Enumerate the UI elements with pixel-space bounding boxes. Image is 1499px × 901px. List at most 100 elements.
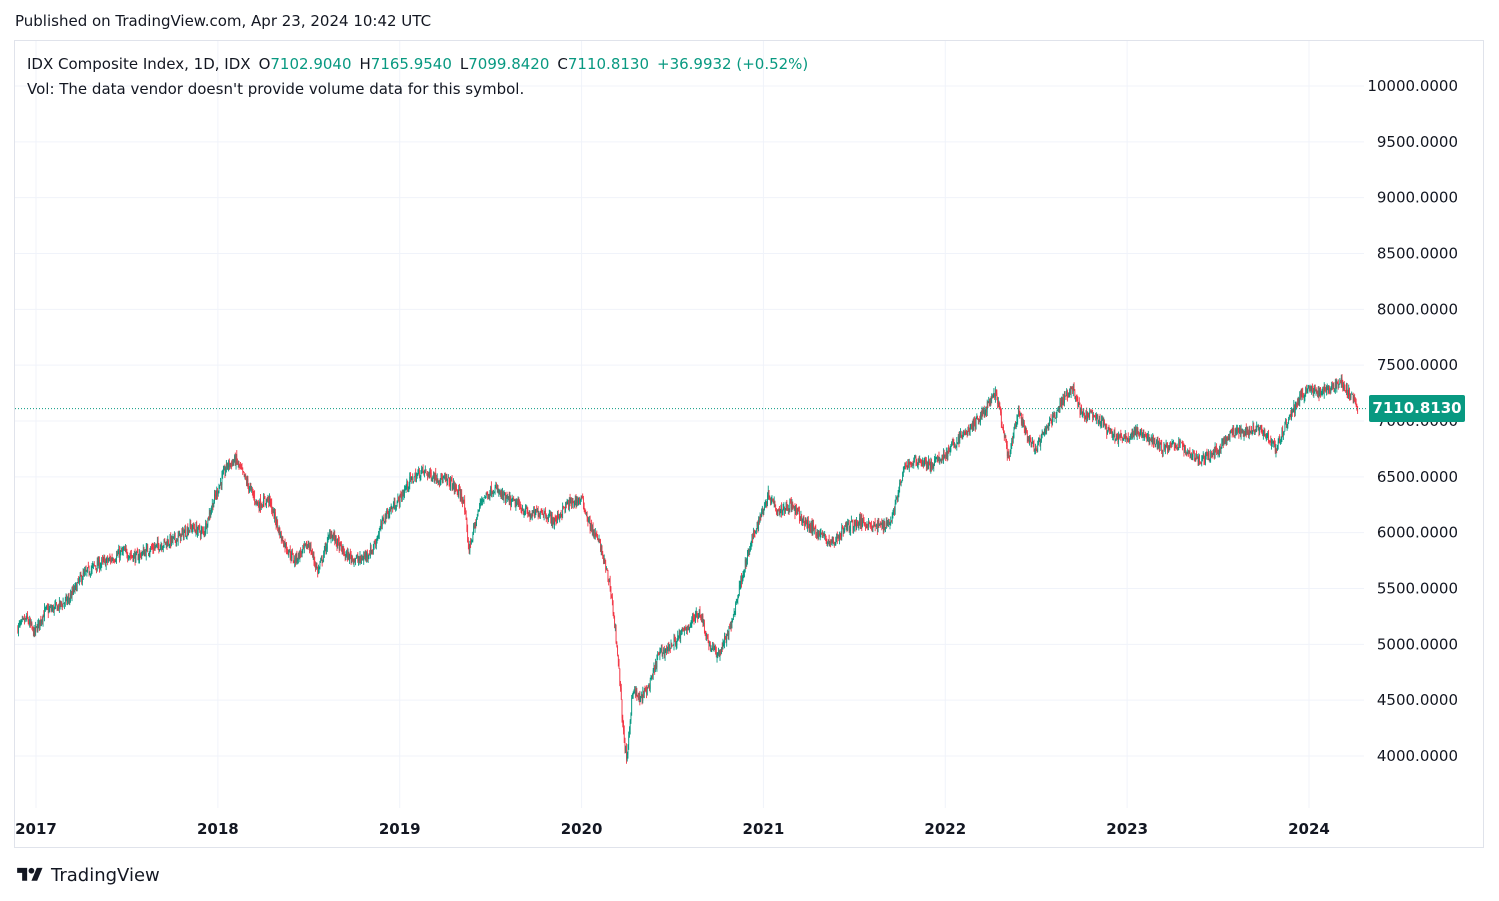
candle-body <box>1355 400 1356 402</box>
candle-body <box>320 559 322 563</box>
candle-body <box>37 623 39 632</box>
candle-body <box>531 514 532 518</box>
candle-body <box>75 583 77 586</box>
candle-body <box>1055 417 1056 419</box>
candle-body <box>782 510 783 513</box>
candle-body <box>581 497 583 499</box>
candle-body <box>73 587 74 593</box>
candle-body <box>1344 387 1346 392</box>
candle-body <box>217 490 218 495</box>
candle-body <box>567 502 569 504</box>
candle-body <box>1072 388 1073 391</box>
candle-body <box>826 540 828 543</box>
candle-body <box>145 547 147 557</box>
y-tick-label: 6000.0000 <box>1377 524 1458 542</box>
y-tick-label: 9000.0000 <box>1377 189 1458 207</box>
candle-body <box>119 551 121 558</box>
candle-body <box>1014 425 1016 429</box>
candle-body <box>239 465 241 467</box>
candle-body <box>226 462 227 470</box>
candle-body <box>1136 428 1137 437</box>
tradingview-logo[interactable]: TradingView <box>15 863 160 887</box>
candle-body <box>1223 440 1225 445</box>
candle-body <box>686 629 687 631</box>
candle-body <box>1190 453 1191 457</box>
candle-body <box>1153 441 1155 443</box>
candle-body <box>876 523 877 527</box>
candle-body <box>264 498 266 503</box>
candle-body <box>1272 441 1274 444</box>
candle-body <box>1192 451 1194 457</box>
candle-body <box>318 567 320 570</box>
candle-body <box>288 552 290 555</box>
candle-body <box>568 501 569 510</box>
candle-body <box>937 456 938 461</box>
candle-body <box>1307 386 1309 391</box>
candle-body <box>263 497 265 499</box>
candle-body <box>1133 428 1135 438</box>
candle-body <box>516 502 517 504</box>
candle-body <box>1335 381 1336 392</box>
candle-body <box>1065 395 1067 397</box>
candle-body <box>533 509 535 514</box>
candle-body <box>971 425 972 429</box>
candle-body <box>691 618 693 623</box>
candle-body <box>254 494 255 502</box>
candle-body <box>312 554 314 556</box>
candle-body <box>1043 432 1044 435</box>
candle-body <box>977 416 978 418</box>
candle-body <box>126 551 128 557</box>
candle-body <box>712 646 713 650</box>
candle-body <box>940 459 942 463</box>
candle-body <box>67 599 68 602</box>
candle-body <box>758 518 760 522</box>
candle-body <box>1283 431 1285 434</box>
candle-body <box>1154 441 1156 445</box>
candle-body <box>197 530 198 535</box>
candle-body <box>1254 429 1256 431</box>
candle-body <box>871 525 872 527</box>
candle-body <box>612 602 614 614</box>
candle-body <box>764 506 765 510</box>
candle-body <box>51 608 53 610</box>
candle-body <box>894 509 895 512</box>
candle-body <box>236 454 238 461</box>
candle-body <box>743 571 745 574</box>
candle-body <box>1157 441 1159 448</box>
candle-body <box>202 529 203 531</box>
candle-body <box>1304 392 1306 398</box>
chart-frame[interactable] <box>14 40 1484 848</box>
candle-body <box>1219 447 1221 451</box>
candle-body <box>1021 413 1022 424</box>
candle-body <box>312 552 313 556</box>
candle-body <box>309 545 310 551</box>
candle-body <box>1179 441 1181 446</box>
candle-body <box>910 463 912 465</box>
candle-body <box>382 518 384 520</box>
candle-body <box>61 602 62 604</box>
candle-body <box>63 602 65 604</box>
candle-body <box>157 541 159 546</box>
candle-body <box>434 473 436 481</box>
candle-body <box>211 508 212 512</box>
candle-body <box>242 467 244 472</box>
candle-body <box>1099 417 1101 426</box>
candle-body <box>1115 438 1116 440</box>
candle-body <box>1164 446 1165 450</box>
candle-body <box>404 487 406 490</box>
candle-body <box>1242 430 1244 436</box>
candle-body <box>1207 454 1209 456</box>
candle-body <box>58 604 59 609</box>
candle-body <box>601 545 603 554</box>
candle-body <box>746 560 748 566</box>
candle-body <box>562 506 563 515</box>
candle-body <box>799 519 801 521</box>
candle-body <box>1313 390 1315 395</box>
candle-body <box>1224 440 1226 443</box>
candle-body <box>928 459 929 469</box>
candle-body <box>784 510 786 514</box>
candle-body <box>610 587 612 595</box>
candle-body <box>881 522 883 527</box>
candle-body <box>1168 446 1170 448</box>
